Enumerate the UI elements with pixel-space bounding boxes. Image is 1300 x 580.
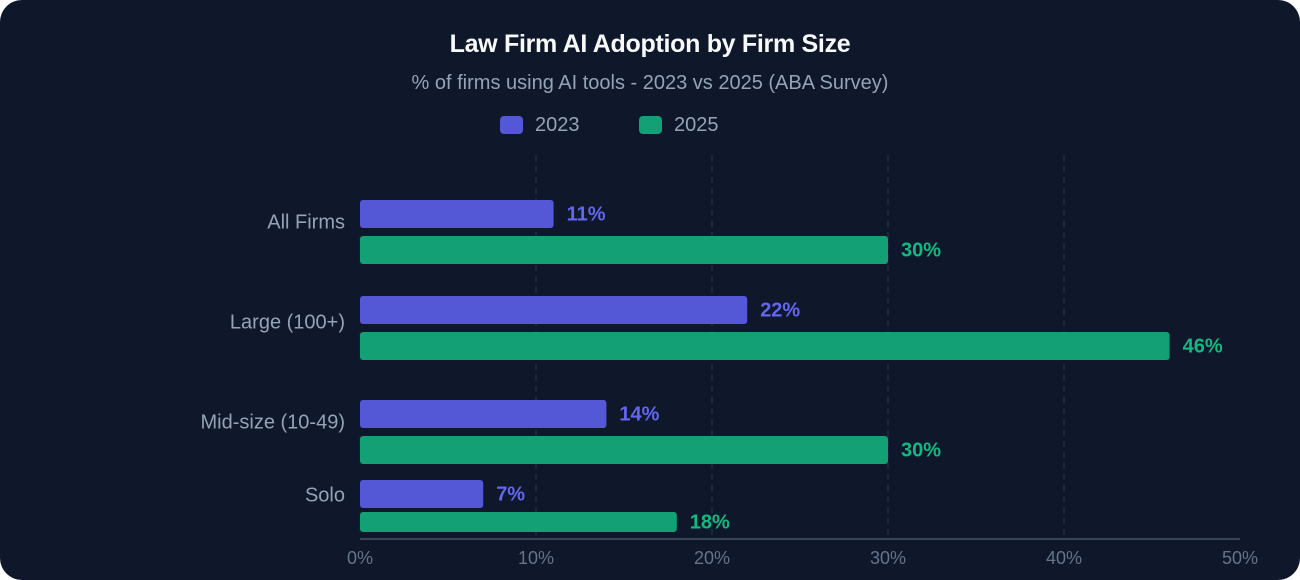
- category-label-all-firms: All Firms: [267, 211, 345, 233]
- bar-2025-all-firms: [360, 236, 888, 264]
- bar-2023-solo: [360, 480, 484, 508]
- legend-item-2023[interactable]: 2023: [500, 112, 580, 138]
- x-tick-label-30: 30%: [870, 548, 906, 568]
- legend-swatch-2023: [500, 116, 523, 134]
- legend-swatch-2025: [639, 116, 662, 134]
- category-label-large-100: Large (100+): [230, 311, 345, 333]
- data-label-2023-solo: 7%: [496, 483, 525, 505]
- data-label-2023-mid-size-10-49: 14%: [619, 403, 659, 425]
- x-tick-label-50: 50%: [1222, 548, 1258, 568]
- bar-2025-large-100: [360, 332, 1170, 360]
- bar-2025-solo: [360, 512, 677, 532]
- chart-subtitle: % of firms using AI tools - 2023 vs 2025…: [411, 72, 889, 94]
- x-tick-label-20: 20%: [694, 548, 730, 568]
- category-label-solo: Solo: [305, 484, 345, 506]
- chart-legend: 2023 2025: [0, 112, 1300, 138]
- data-label-2023-all-firms: 11%: [567, 203, 606, 225]
- legend-label-2023: 2023: [535, 113, 580, 136]
- data-label-2025-solo: 18%: [690, 511, 730, 533]
- data-label-2025-all-firms: 30%: [901, 239, 941, 261]
- data-label-2025-mid-size-10-49: 30%: [901, 439, 941, 461]
- data-label-2025-large-100: 46%: [1183, 335, 1223, 357]
- bar-2023-all-firms: [360, 200, 554, 228]
- data-label-2023-large-100: 22%: [760, 299, 800, 321]
- bar-2023-mid-size-10-49: [360, 400, 607, 428]
- chart-title: Law Firm AI Adoption by Firm Size: [449, 30, 851, 58]
- bar-2023-large-100: [360, 296, 748, 324]
- x-tick-label-10: 10%: [518, 548, 554, 568]
- x-tick-label-40: 40%: [1046, 548, 1082, 568]
- x-tick-label-0: 0%: [347, 548, 373, 568]
- category-label-mid-size-10-49: Mid-size (10-49): [201, 411, 345, 433]
- bar-2025-mid-size-10-49: [360, 436, 888, 464]
- legend-item-2025[interactable]: 2025: [639, 112, 719, 138]
- legend-label-2025: 2025: [674, 113, 719, 136]
